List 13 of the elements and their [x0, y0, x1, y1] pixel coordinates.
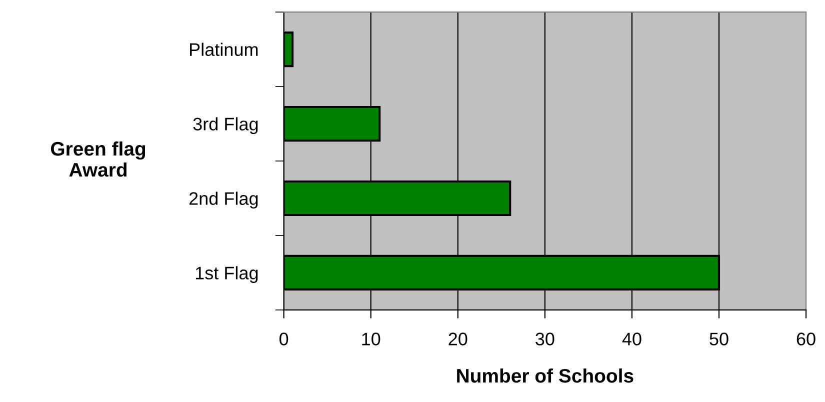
y-axis-title: Green flag Award	[50, 141, 146, 177]
x-tick-label: 40	[622, 332, 642, 346]
y-tick-label: Platinum	[190, 42, 258, 56]
x-tick-label: 0	[279, 332, 288, 346]
x-tick-label: 10	[362, 332, 380, 346]
y-tick-label: 2nd Flag	[189, 192, 258, 209]
x-tick-label: 60	[796, 332, 816, 346]
x-tick-label: 50	[710, 332, 728, 346]
y-tick-label: 3rd Flag	[193, 117, 258, 134]
x-axis-title: Number of Schools	[457, 368, 634, 383]
y-tick-label: 1st Flag	[196, 266, 258, 283]
x-tick-label: 30	[536, 332, 554, 346]
x-tick-label: 20	[448, 332, 468, 346]
